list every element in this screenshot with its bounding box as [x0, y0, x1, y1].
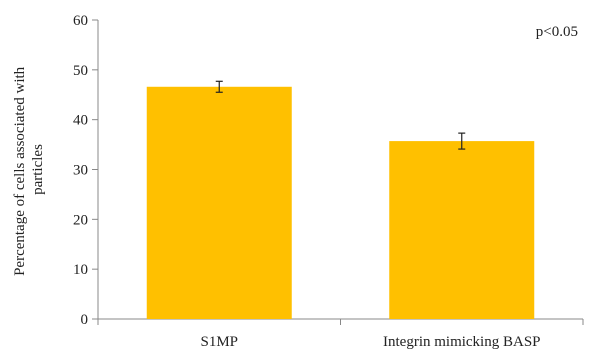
y-tick-label: 30 [73, 163, 88, 179]
y-axis-title: Percentage of cells associated with part… [12, 63, 46, 276]
y-tick-label: 60 [73, 13, 88, 29]
y-tick-label: 50 [73, 63, 88, 79]
category-label-2: Integrin mimicking BASP [383, 334, 541, 350]
y-tick-label: 20 [73, 212, 88, 228]
y-axis-title-line-1: Percentage of cells associated with [12, 66, 28, 276]
bar-2 [389, 141, 534, 319]
category-label-1: S1MP [200, 334, 238, 350]
y-tick-label: 40 [73, 113, 88, 129]
bar-1 [147, 87, 292, 319]
category-labels: S1MP Integrin mimicking BASP [200, 334, 540, 350]
y-axis-title-line-2: particles [30, 144, 46, 195]
y-tick-label: 0 [81, 312, 89, 328]
p-value-annotation: p<0.05 [536, 24, 578, 40]
bars [147, 81, 535, 319]
y-tick-label: 10 [73, 262, 88, 278]
